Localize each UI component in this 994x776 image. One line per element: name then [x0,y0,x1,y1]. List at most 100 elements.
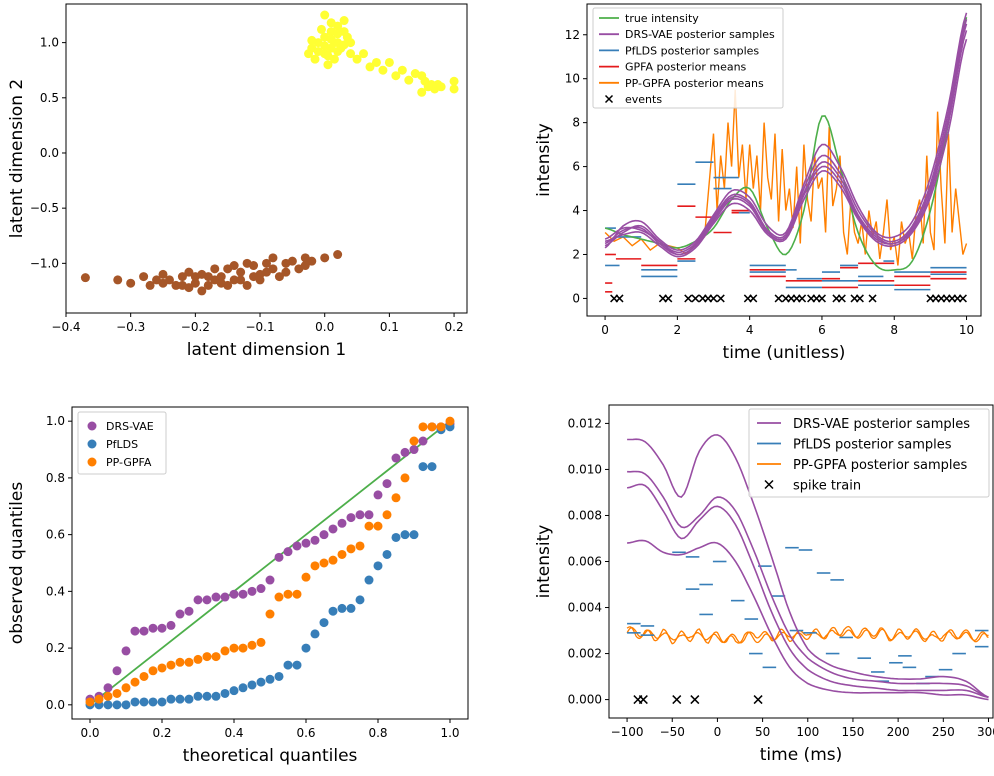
qq-point-pp-gpfa [112,688,122,698]
qq-point-drs-vae [373,490,383,500]
qq-point-pp-gpfa [103,691,113,701]
x-tick-label: 300 [977,725,994,739]
qq-point-pp-gpfa [373,521,383,531]
y-tick-label: 8 [572,116,580,130]
qq-point-pflds [337,603,347,613]
qq-point-pflds [400,530,410,540]
cluster-a-point [313,46,323,56]
legend-label: PfLDS [106,438,138,451]
qq-point-pp-gpfa [193,654,203,664]
qq-point-pp-gpfa [382,510,392,520]
qq-point-drs-vae [418,436,428,446]
qq-point-pflds [265,674,275,684]
axes-frame [586,3,982,317]
pp-gpfa-sample-line [626,625,989,645]
legend-swatch [764,479,774,490]
cluster-b-point [300,261,310,271]
x-tick-label: 0.0 [80,726,99,740]
qq-point-pp-gpfa [418,422,428,432]
y-tick-label: 4 [572,204,580,218]
cluster-b-point [216,272,226,282]
y-tick-label: 1.0 [46,414,65,428]
qq-point-pp-gpfa [265,609,275,619]
qq-point-pp-gpfa [175,657,185,667]
cluster-b-point [242,258,252,268]
qq-point-pflds [409,530,419,540]
event-marker [615,294,624,303]
x-tick-label: −100 [611,725,644,739]
x-tick-label: −0.3 [116,320,145,334]
x-tick-label: 8 [890,323,898,337]
legend-label: PP-GPFA posterior samples [793,458,968,473]
y-tick-label: 0.006 [568,555,602,569]
qq-point-pflds [328,606,338,616]
x-tick-label: 0.2 [152,726,171,740]
event-marker [817,294,826,303]
cluster-a-point [320,10,330,20]
qq-point-drs-vae [220,592,230,602]
legend-label: PfLDS posterior samples [625,44,759,57]
y-tick-label: 0.000 [568,693,602,707]
qq-point-pflds [355,595,365,605]
legend-box [748,408,990,498]
reference-line [89,420,451,706]
y-tick-label: 0.002 [568,647,602,661]
qq-point-pp-gpfa [355,541,365,551]
y-tick-label: 0.010 [568,462,602,476]
x-tick-label: 0.1 [380,320,399,334]
qq-point-drs-vae [139,626,149,636]
y-tick-label: 0.0 [46,698,65,712]
y-tick-label: 0.5 [40,91,59,105]
event-marker [958,294,967,303]
y-tick-label: 0.4 [46,584,65,598]
qq-point-pp-gpfa [310,561,320,571]
x-axis-label: theoretical quantiles [183,746,358,766]
qq-point-pp-gpfa [184,657,194,667]
event-marker [716,294,725,303]
qq-point-pp-gpfa [427,422,437,432]
x-axis-label: time (unitless) [723,343,846,363]
qq-point-pflds [220,688,230,698]
legend-swatch [87,439,97,449]
x-tick-label: 0.0 [315,320,334,334]
qq-point-pflds [346,603,356,613]
cluster-a-point [307,35,317,45]
qq-point-pflds [130,697,140,707]
event-marker [837,294,846,303]
cluster-a-point [436,82,446,92]
y-tick-label: 0.008 [568,508,602,522]
qq-point-drs-vae [346,513,356,523]
qq-point-pp-gpfa [283,589,293,599]
qq-point-pflds [148,697,158,707]
cluster-b-point [242,280,252,290]
cluster-a-point [417,71,427,81]
qq-point-pflds [427,462,437,472]
y-axis-label: observed quantiles [7,482,27,645]
x-tick-label: 0.4 [224,726,243,740]
cluster-b-point [333,250,343,260]
x-tick-label: 6 [818,323,826,337]
qq-point-pflds [112,700,122,710]
legend-swatch [87,457,97,467]
qq-point-pp-gpfa [436,422,446,432]
qq-point-drs-vae [274,552,284,562]
qq-point-pp-gpfa [364,521,374,531]
cluster-b-point [177,280,187,290]
cluster-a-point [326,18,336,28]
cluster-b-point [158,269,168,279]
legend-box [592,7,784,109]
cluster-b-point [203,280,213,290]
cluster-a-point [404,75,414,85]
x-tick-label: 0.8 [368,726,387,740]
qq-point-drs-vae [211,592,221,602]
x-tick-label: −0.4 [51,320,80,334]
cluster-a-point [417,87,427,97]
qq-point-pflds [121,700,131,710]
qq-point-pp-gpfa [166,660,176,670]
cluster-a-point [333,29,343,39]
cluster-b-point [139,272,149,282]
qq-point-pp-gpfa [292,589,302,599]
cluster-a-point [339,16,349,26]
x-tick-label: −50 [660,725,685,739]
qq-point-pflds [103,700,113,710]
